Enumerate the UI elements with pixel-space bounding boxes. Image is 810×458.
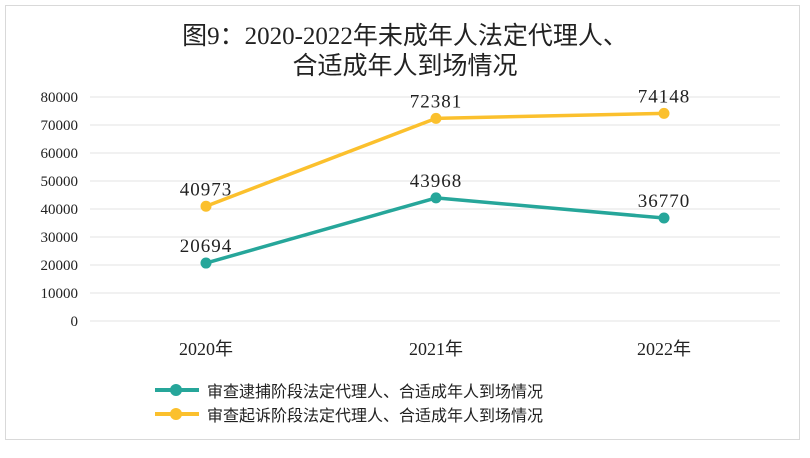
legend-marker-teal	[155, 384, 199, 396]
series-line	[205, 196, 665, 265]
data-point	[430, 112, 442, 124]
y-tick-label: 70000	[41, 118, 79, 134]
data-point	[200, 257, 212, 269]
data-label: 74148	[638, 86, 691, 107]
legend-label: 审查起诉阶段法定代理人、合适成年人到场情况	[207, 406, 544, 425]
legend-item-arrest: 审查逮捕阶段法定代理人、合适成年人到场情况	[155, 378, 543, 402]
data-label: 36770	[638, 191, 691, 212]
y-tick-label: 0	[71, 314, 79, 330]
data-label: 20694	[180, 236, 233, 257]
x-tick-label: 2020年	[179, 339, 233, 359]
data-point	[430, 192, 442, 204]
x-tick-label: 2022年	[637, 339, 691, 359]
y-tick-label: 80000	[41, 90, 79, 106]
y-tick-label: 10000	[41, 286, 79, 302]
data-point	[658, 212, 670, 224]
y-tick-label: 60000	[41, 146, 79, 162]
chart-title-line-1: 图9：2020-2022年未成年人法定代理人、	[182, 23, 628, 50]
y-tick-label: 30000	[41, 230, 79, 246]
data-label: 40973	[180, 179, 233, 200]
chart-frame	[5, 5, 800, 440]
data-point	[658, 107, 670, 119]
chart-title-line-2: 合适成年人到场情况	[292, 53, 518, 80]
legend-label: 审查逮捕阶段法定代理人、合适成年人到场情况	[207, 382, 544, 401]
y-tick-label: 20000	[41, 258, 79, 274]
legend-marker-yellow	[155, 408, 199, 420]
data-label: 72381	[410, 91, 463, 112]
y-tick-label: 40000	[41, 202, 79, 218]
x-tick-label: 2021年	[409, 339, 463, 359]
series-line	[205, 111, 665, 208]
data-point	[200, 200, 212, 212]
legend-item-prosecution: 审查起诉阶段法定代理人、合适成年人到场情况	[155, 402, 543, 426]
y-tick-label: 50000	[41, 174, 79, 190]
data-label: 43968	[410, 171, 463, 192]
